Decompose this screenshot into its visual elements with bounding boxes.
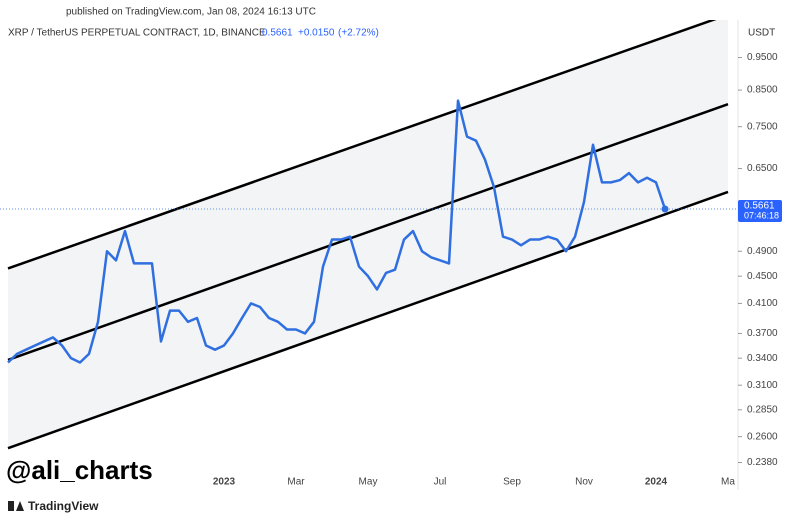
- price-line: [7, 99, 667, 364]
- y-tick-label: 0.7500: [747, 121, 778, 132]
- channel-fill: [8, 20, 728, 449]
- trendline: [7, 190, 729, 450]
- header-change: +0.0150: [298, 28, 335, 39]
- y-tick-label: 0.4100: [747, 298, 778, 309]
- y-tick-label: 0.2600: [747, 431, 778, 442]
- y-tick-label: 0.3700: [747, 328, 778, 339]
- last-point: [661, 205, 669, 213]
- x-tick-label: 2023: [213, 477, 236, 488]
- price-tag: [738, 199, 782, 222]
- trendline: [7, 20, 717, 270]
- plot-area: [7, 20, 729, 450]
- y-tick-label: 0.4900: [747, 246, 778, 257]
- x-tick-label: 2024: [645, 477, 668, 488]
- y-tick-label: 0.6500: [747, 163, 778, 174]
- price-tag-countdown: 07:46:18: [744, 210, 779, 220]
- x-tick-label: Mar: [287, 477, 305, 488]
- y-tick-label: 0.3400: [747, 353, 778, 364]
- x-tick-label: Ma: [721, 477, 735, 488]
- trendline: [7, 102, 729, 362]
- y-tick-label: 0.4500: [747, 271, 778, 282]
- x-tick-label: Jul: [434, 477, 447, 488]
- y-tick-label: 0.2850: [747, 404, 778, 415]
- chart-title: XRP / TetherUS PERPETUAL CONTRACT, 1D, B…: [8, 28, 266, 39]
- currency: USDT: [748, 28, 775, 39]
- brand-logo: [8, 501, 24, 511]
- header-price: 0.5661: [262, 28, 293, 39]
- price-tag-value: 0.5661: [744, 201, 775, 212]
- y-tick-label: 0.9500: [747, 52, 778, 63]
- y-tick-label: 0.3100: [747, 380, 778, 391]
- x-tick-label: Sep: [503, 477, 521, 488]
- header-change-pct: (+2.72%): [338, 28, 379, 39]
- brand: TradingView: [28, 499, 99, 513]
- y-tick-label: 0.8500: [747, 85, 778, 96]
- y-tick-label: 0.2380: [747, 457, 778, 468]
- x-tick-label: Nov: [575, 477, 593, 488]
- x-tick-label: May: [359, 477, 378, 488]
- publisher: published on TradingView.com, Jan 08, 20…: [66, 7, 316, 18]
- watermark: @ali_charts: [6, 455, 153, 485]
